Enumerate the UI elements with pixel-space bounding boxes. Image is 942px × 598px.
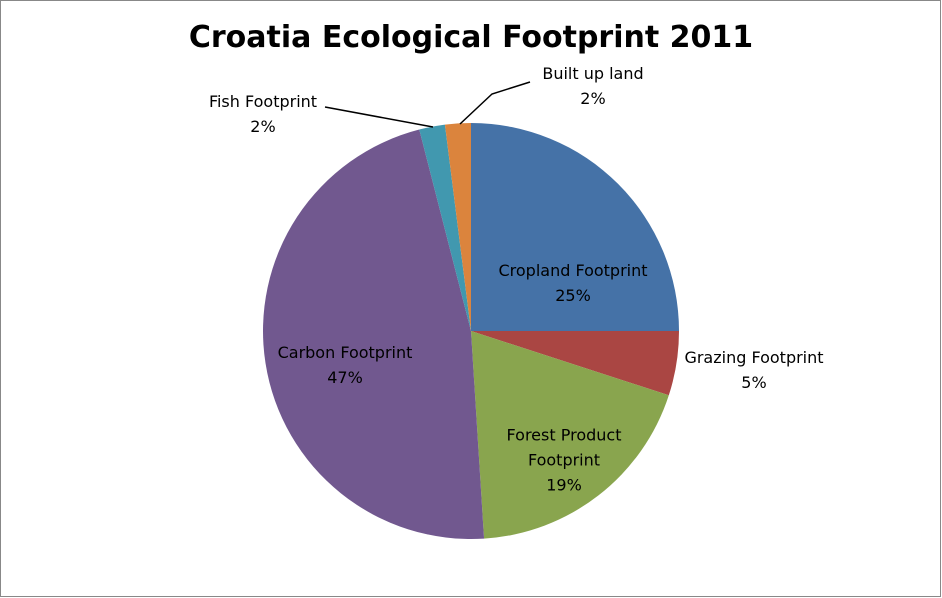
slice-label: Carbon Footprint 47% (260, 340, 430, 390)
slice-value-label: 19% (546, 475, 582, 495)
pie-slice (471, 331, 679, 396)
slice-category-label: Grazing Footprint (684, 348, 824, 367)
slice-value-label: 47% (327, 368, 363, 387)
slice-category-label: Fish Footprint (208, 92, 318, 111)
slice-label: Forest Product Footprint 19% (489, 423, 639, 498)
pie-slice (419, 124, 471, 332)
slice-label: Built up land 2% (518, 61, 668, 111)
slice-category-label: Cropland Footprint (498, 261, 648, 280)
pie-slice (262, 129, 485, 539)
slice-category-label: Built up land (542, 64, 644, 83)
slice-value-label: 5% (741, 373, 767, 392)
pie-slice (471, 123, 679, 331)
pie-slice (471, 331, 669, 539)
slice-value-label: 25% (555, 286, 591, 305)
slice-value-label: 2% (250, 117, 276, 136)
slice-category-label: Carbon Footprint (277, 343, 413, 362)
leader-line (324, 106, 434, 128)
slice-category-label: Forest Product Footprint (506, 425, 622, 470)
slice-label: Cropland Footprint 25% (473, 258, 673, 308)
slice-value-label: 2% (580, 89, 606, 108)
slice-label: Fish Footprint 2% (188, 89, 338, 139)
pie-slice (444, 123, 471, 331)
slice-label: Grazing Footprint 5% (669, 345, 839, 395)
leader-line (459, 81, 531, 125)
chart-title: Croatia Ecological Footprint 2011 (188, 20, 754, 55)
